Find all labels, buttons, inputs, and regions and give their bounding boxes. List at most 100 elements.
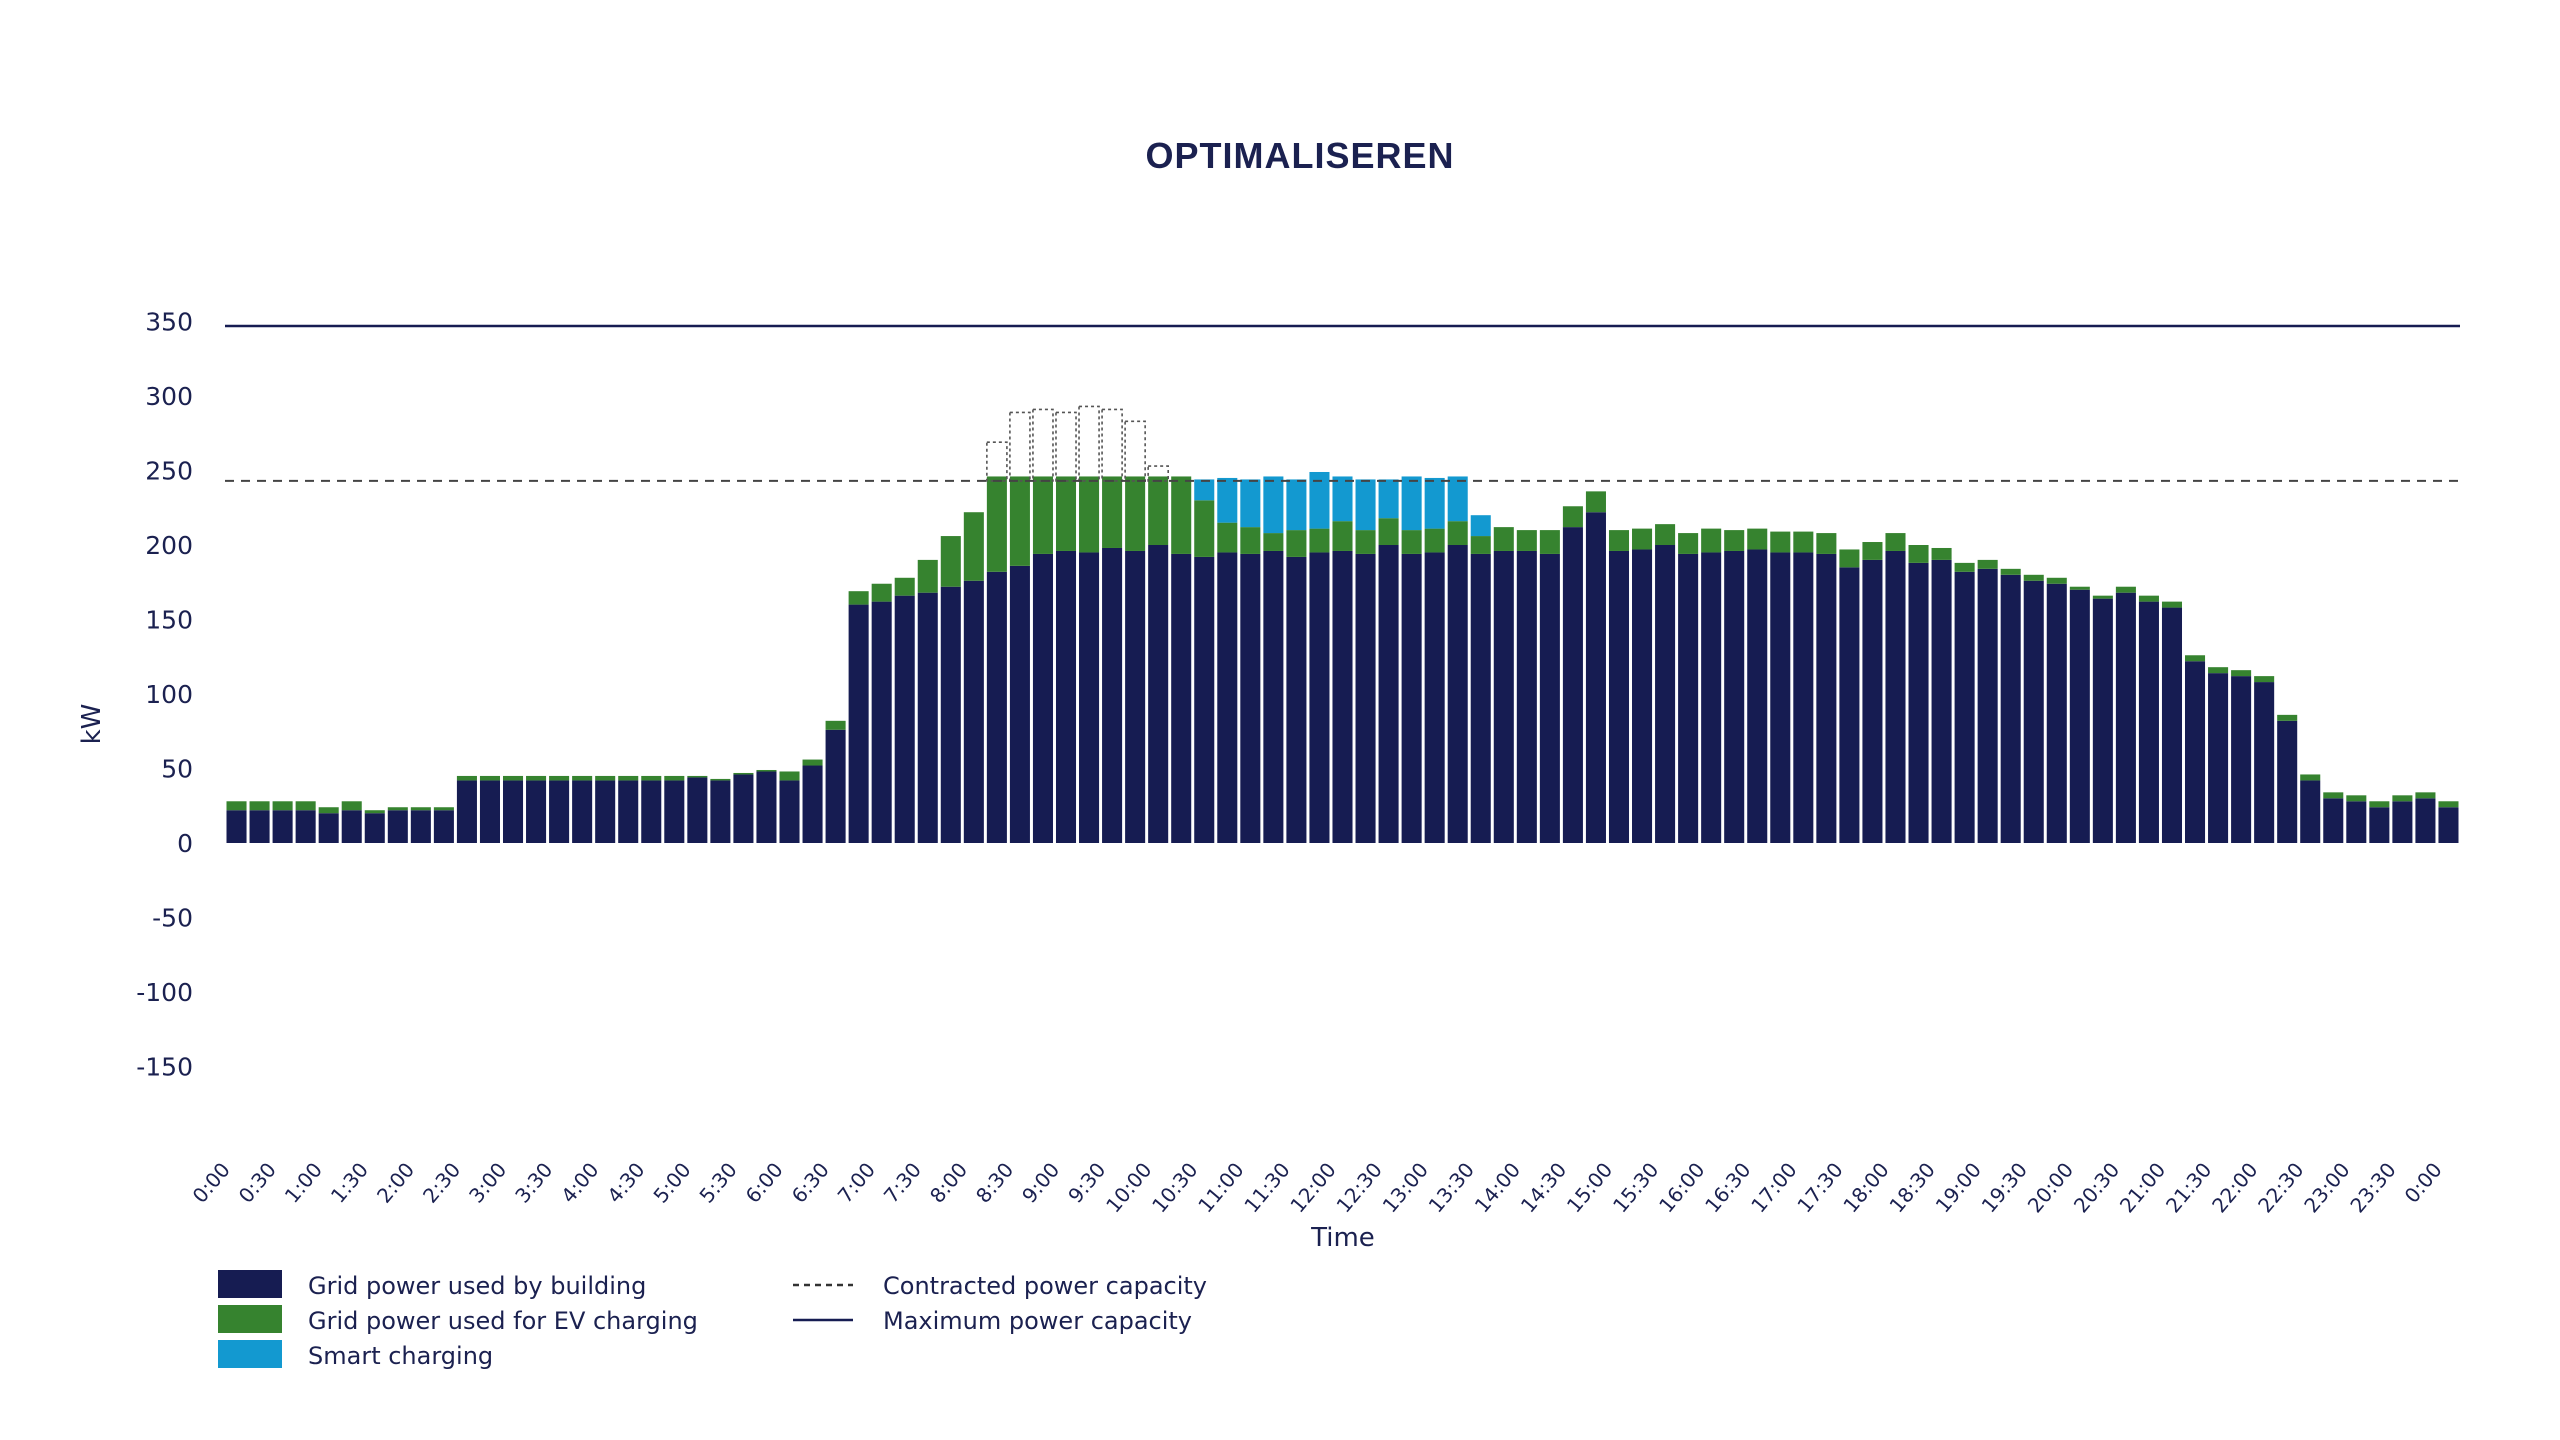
ev-charging-bar [641, 775, 662, 781]
building-bar [733, 774, 754, 843]
y-tick-label: -150 [136, 1053, 193, 1082]
x-tick-label: 23:30 [2345, 1158, 2400, 1218]
ev-charging-bar [2069, 586, 2090, 590]
x-tick-label: 18:30 [1884, 1158, 1939, 1218]
building-bar [1931, 559, 1952, 843]
overflow-outline [1032, 408, 1054, 482]
building-bar [917, 592, 938, 843]
legend-label: Maximum power capacity [883, 1307, 1192, 1335]
ev-charging-bar [1355, 530, 1376, 554]
ev-charging-bar [1747, 528, 1768, 550]
x-tick-label: 10:30 [1147, 1158, 1202, 1218]
ev-charging-bar [1424, 528, 1445, 553]
legend-label: Smart charging [308, 1342, 493, 1370]
building-bar [1447, 545, 1468, 843]
building-bar [641, 780, 662, 843]
ev-charging-bar [1079, 476, 1100, 553]
ev-charging-bar [848, 591, 869, 605]
building-bar [1839, 567, 1860, 843]
ev-charging-bar [2138, 595, 2159, 602]
building-bar [341, 810, 362, 843]
building-bar [226, 810, 247, 843]
building-bar [1908, 562, 1929, 843]
smart-charging-bar [1263, 476, 1284, 534]
legend-swatch [218, 1270, 282, 1298]
ev-charging-bar [2415, 792, 2436, 799]
y-tick-label: 200 [145, 531, 193, 560]
building-bar [1378, 545, 1399, 843]
building-bar [618, 780, 639, 843]
building-bar [848, 604, 869, 843]
building-bar [1585, 512, 1606, 843]
capacity-lines [225, 324, 2460, 482]
ev-charging-bar [2000, 568, 2021, 575]
building-bar [364, 813, 385, 843]
smart-charging-bar [1194, 479, 1215, 501]
building-bar [2046, 583, 2067, 843]
y-tick-label: 50 [161, 755, 193, 784]
building-bar [1885, 550, 1906, 843]
building-bar [2277, 720, 2298, 843]
ev-charging-bar [595, 775, 616, 781]
building-bar [1724, 550, 1745, 843]
x-tick-label: 1:00 [280, 1158, 327, 1208]
ev-charging-bar [1378, 518, 1399, 545]
x-tick-label: 8:00 [925, 1158, 972, 1208]
building-bar [1470, 553, 1491, 843]
overflow-outline [1078, 405, 1100, 482]
x-tick-label: 11:00 [1193, 1158, 1248, 1218]
ev-charging-bar [226, 801, 247, 811]
building-bar [502, 780, 524, 843]
building-bar [2069, 589, 2090, 843]
smart-charging-bar [1447, 476, 1468, 522]
y-tick-label: 0 [177, 829, 193, 858]
ev-charging-bar [1516, 530, 1537, 551]
building-bar [1032, 553, 1053, 843]
overflow-outline [1101, 408, 1123, 482]
building-bar [2161, 607, 2183, 843]
x-tick-label: 6:00 [741, 1158, 788, 1208]
x-tick-label: 11:30 [1239, 1158, 1294, 1218]
ev-charging-bar [1839, 549, 1860, 568]
building-bar [2023, 580, 2044, 843]
ev-charging-bar [1770, 531, 1791, 553]
ev-charging-bar [1470, 536, 1491, 554]
building-bar [687, 777, 708, 843]
building-bar [2254, 682, 2275, 843]
ev-charging-bar [710, 778, 731, 781]
ev-charging-bar [2046, 577, 2067, 584]
ev-charging-bar [2092, 595, 2113, 599]
building-bar [1747, 549, 1768, 843]
ev-charging-bar [2438, 801, 2459, 808]
building-bar [1332, 550, 1353, 843]
building-bar [986, 571, 1007, 843]
ev-charging-bar [2185, 655, 2206, 662]
building-bar [2415, 798, 2436, 843]
y-axis-label: kW [77, 704, 107, 745]
ev-charging-bar [456, 775, 477, 781]
ev-charging-bar [1816, 533, 1837, 554]
x-tick-label: 14:00 [1470, 1158, 1525, 1218]
ev-charging-bar [1032, 476, 1053, 554]
building-bar [1125, 550, 1146, 843]
x-tick-label: 9:00 [1017, 1158, 1064, 1208]
ev-charging-bar [2254, 676, 2275, 683]
ev-charging-bar [1102, 476, 1123, 548]
ev-charging-bar [2023, 574, 2044, 581]
building-bar [433, 810, 454, 843]
x-tick-label: 7:00 [833, 1158, 880, 1208]
x-tick-label: 4:30 [602, 1158, 649, 1208]
ev-charging-bar [1793, 531, 1814, 553]
building-bar [1055, 550, 1077, 843]
overflow-outline [1055, 411, 1077, 482]
building-bar [1102, 547, 1123, 843]
ev-charging-bar [526, 775, 547, 781]
ev-charging-bar [756, 769, 777, 772]
ev-charging-bar [1217, 522, 1238, 553]
y-tick-label: -50 [152, 904, 193, 933]
building-bar [595, 780, 616, 843]
legend-swatch [218, 1305, 282, 1333]
ev-charging-bar [1309, 528, 1330, 553]
ev-charging-bar [779, 771, 800, 781]
building-bar [2392, 801, 2413, 843]
